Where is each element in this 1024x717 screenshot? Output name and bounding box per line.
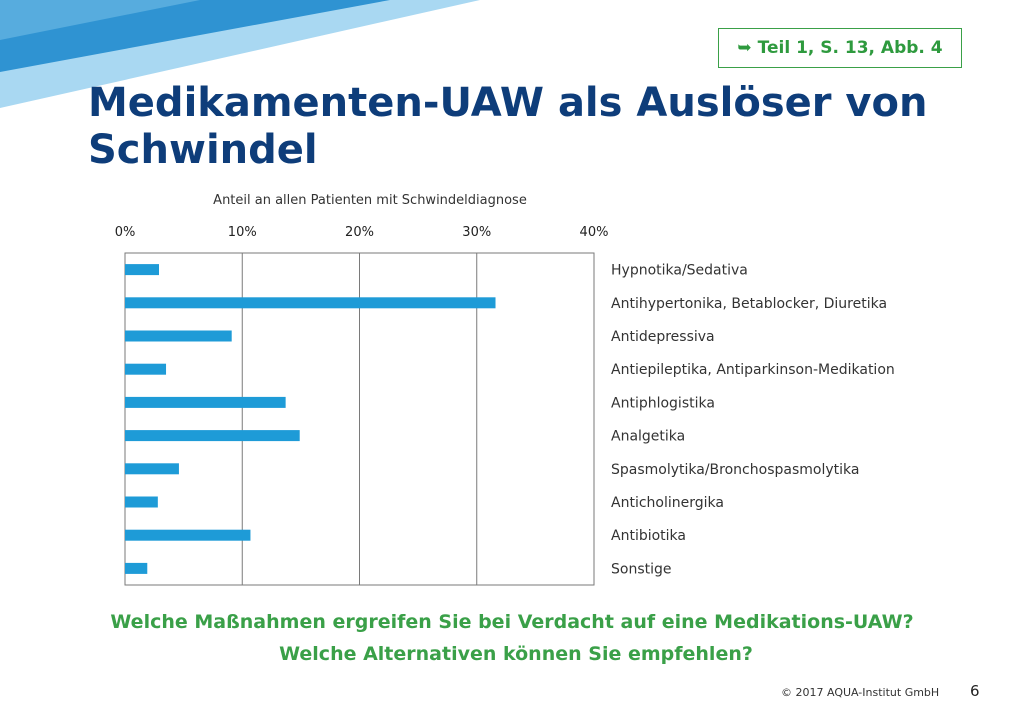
bar-3 [125, 330, 232, 342]
category-label: Antihypertonika, Betablocker, Diuretika [611, 296, 887, 312]
question-measures: Welche Maßnahmen ergreifen Sie bei Verda… [110, 611, 914, 633]
reference-box: ➥ Teil 1, S. 13, Abb. 4 [718, 28, 962, 68]
x-tick-label: 40% [580, 225, 609, 240]
plot-frame [124, 252, 595, 586]
category-label: Spasmolytika/Bronchospasmolytika [611, 462, 859, 478]
reference-label: Teil 1, S. 13, Abb. 4 [757, 38, 943, 58]
bar-10 [125, 562, 148, 574]
header-decoration [0, 0, 480, 108]
bar-8 [125, 496, 158, 508]
x-tick-label: 10% [228, 225, 257, 240]
page-number: 6 [970, 682, 980, 700]
decor-mid-stripe [0, 0, 200, 40]
bar-1 [125, 264, 160, 276]
category-label: Anticholinergika [611, 495, 724, 511]
category-label: Hypnotika/Sedativa [611, 263, 748, 279]
x-tick-label: 30% [462, 225, 491, 240]
category-label: Sonstige [611, 561, 672, 577]
bar-9 [125, 529, 251, 541]
arrow-right-hook-icon: ➥ [737, 38, 752, 58]
copyright-notice: © 2017 AQUA-Institut GmbH [781, 686, 940, 699]
category-label: Antibiotika [611, 528, 686, 544]
x-tick-label: 0% [115, 225, 136, 240]
bar-4 [125, 363, 167, 375]
category-label: Antiepileptika, Antiparkinson-Medikation [611, 362, 895, 378]
category-label: Analgetika [611, 429, 685, 445]
category-label: Antidepressiva [611, 329, 715, 345]
chart-title: Anteil an allen Patienten mit Schwindeld… [213, 193, 527, 208]
bar-6 [125, 430, 300, 442]
category-label: Antiphlogistika [611, 395, 715, 411]
bar-2 [125, 297, 496, 309]
bar-5 [125, 396, 286, 408]
x-tick-label: 20% [345, 225, 374, 240]
question-alternatives: Welche Alternativen können Sie empfehlen… [279, 643, 753, 665]
bar-7 [125, 463, 179, 475]
page-title: Medikamenten-UAW als Auslöser von Schwin… [88, 80, 928, 173]
